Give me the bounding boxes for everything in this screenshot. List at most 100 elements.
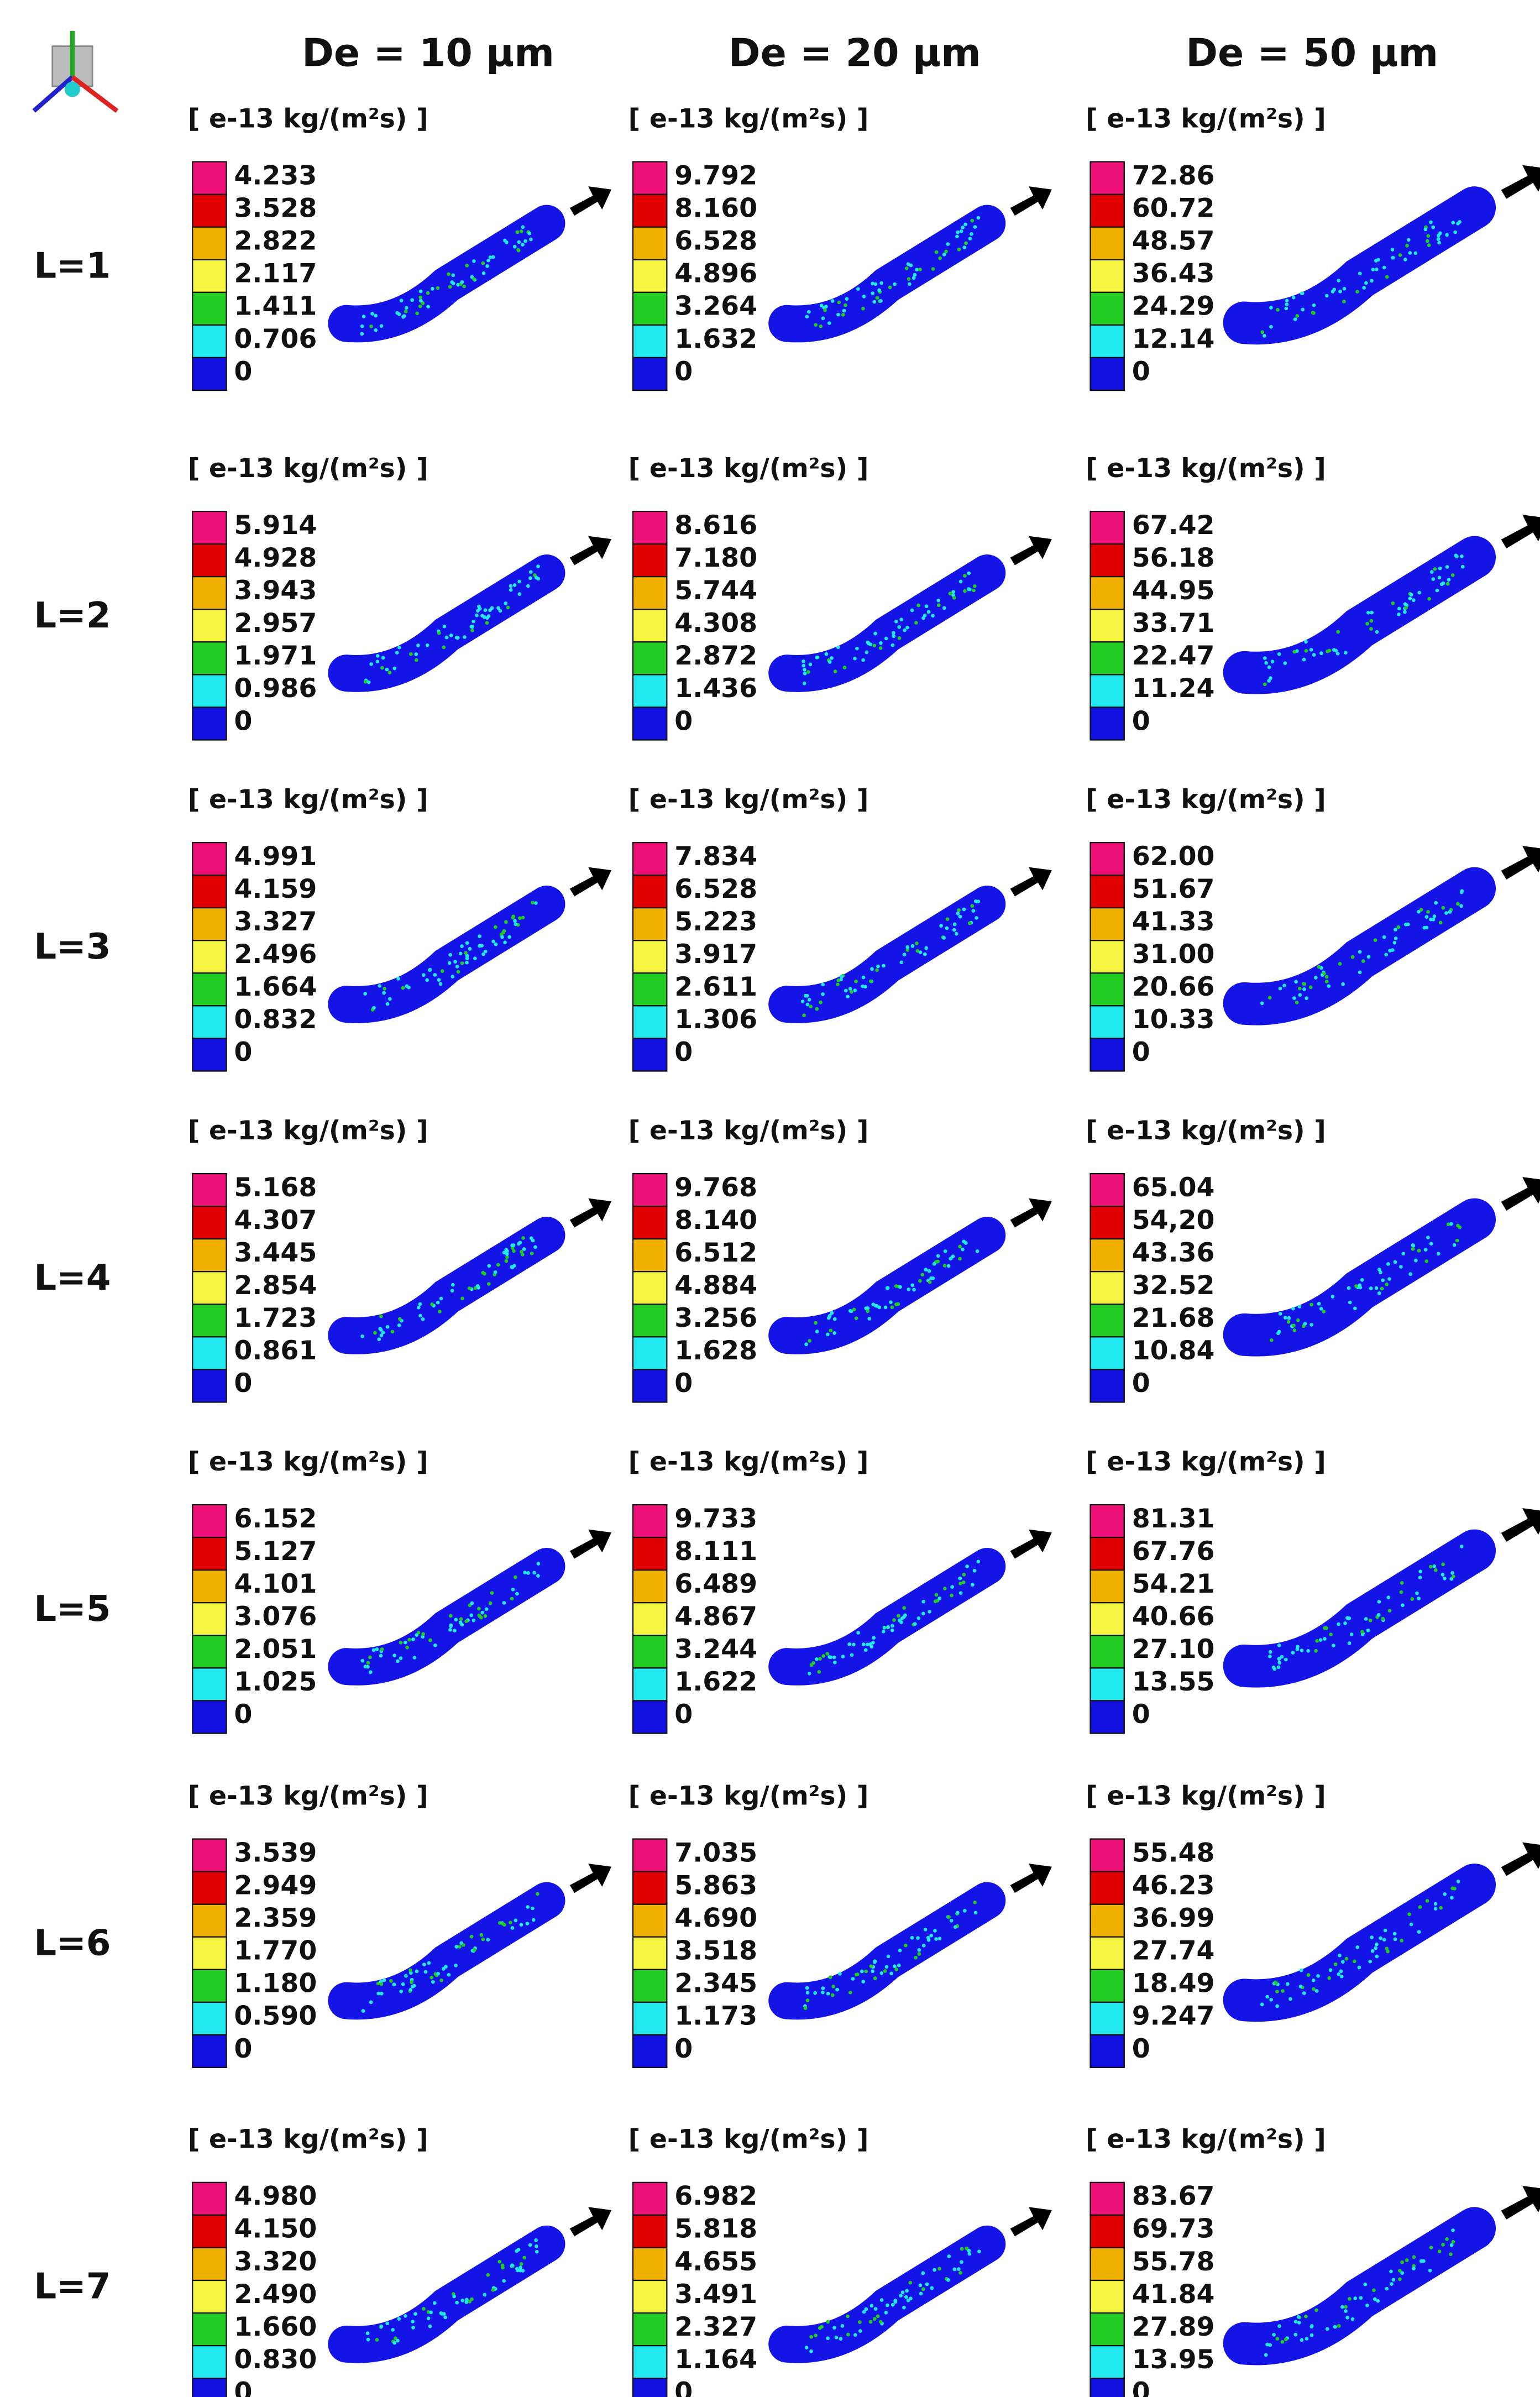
legend-level: 0 xyxy=(1132,1699,1150,1730)
flux-speck xyxy=(447,1972,451,1977)
flux-speck xyxy=(469,1613,474,1618)
flux-speck xyxy=(519,1923,523,1927)
flux-speck xyxy=(817,1669,821,1674)
flux-speck xyxy=(803,668,806,672)
flow-arrow xyxy=(569,867,612,897)
flux-speck xyxy=(433,973,437,977)
flux-speck xyxy=(1431,225,1436,229)
flux-speck xyxy=(854,1316,858,1321)
flux-speck xyxy=(1379,1270,1382,1274)
flux-speck xyxy=(1331,1295,1335,1299)
flux-speck xyxy=(531,1918,536,1922)
flux-speck xyxy=(490,606,494,610)
legend-swatch xyxy=(192,543,227,578)
legend-swatch xyxy=(1089,1667,1125,1702)
flux-speck xyxy=(918,1279,922,1283)
flux-speck xyxy=(847,1642,851,1646)
legend-level: 8.140 xyxy=(674,1205,757,1236)
flux-speck xyxy=(374,313,378,318)
flux-speck xyxy=(947,1915,951,1919)
flux-speck xyxy=(890,1305,894,1310)
legend-level: 0 xyxy=(1132,1368,1150,1399)
flux-speck xyxy=(521,2269,525,2273)
legend-level: 6.528 xyxy=(674,226,757,257)
flux-speck xyxy=(892,631,895,635)
flux-speck xyxy=(963,589,967,593)
flux-speck xyxy=(477,604,481,609)
flux-speck xyxy=(504,920,508,924)
flux-speck xyxy=(818,1657,822,1661)
flux-speck xyxy=(821,992,825,996)
flux-speck xyxy=(889,1971,893,1976)
flux-speck xyxy=(1269,306,1273,310)
flux-speck xyxy=(1376,258,1380,262)
flux-speck xyxy=(408,1968,412,1972)
flux-speck xyxy=(514,1918,518,1923)
flux-speck xyxy=(861,306,865,311)
flux-speck xyxy=(851,1642,856,1647)
flux-speck xyxy=(472,619,475,624)
flux-speck xyxy=(408,1971,413,1975)
legend-level: 31.00 xyxy=(1132,939,1215,970)
flux-speck xyxy=(1449,1222,1453,1226)
flux-speck xyxy=(487,1264,491,1268)
flux-speck xyxy=(1399,1590,1403,1594)
flux-speck xyxy=(958,2270,962,2275)
flux-speck xyxy=(1450,1886,1455,1891)
flux-speck xyxy=(947,2254,951,2258)
flux-speck xyxy=(1300,1648,1304,1652)
legend-swatch xyxy=(1089,1504,1125,1538)
flux-speck xyxy=(1269,1997,1273,2002)
flux-speck xyxy=(1389,2269,1393,2274)
flux-speck xyxy=(975,1249,979,1253)
legend-level: 1.660 xyxy=(234,2312,317,2342)
flux-speck xyxy=(1415,1591,1419,1595)
flux-speck xyxy=(1392,940,1397,945)
legend-swatch xyxy=(192,2034,227,2069)
flux-speck xyxy=(965,1564,969,1568)
flux-speck xyxy=(808,1339,811,1343)
flux-speck xyxy=(1445,565,1449,569)
legend-swatch xyxy=(1089,324,1125,359)
flux-speck xyxy=(1337,1622,1340,1626)
flux-speck xyxy=(838,1972,842,1976)
flux-speck xyxy=(959,229,963,233)
flux-speck xyxy=(1349,1632,1354,1636)
legend-level: 40.66 xyxy=(1132,1602,1215,1632)
flux-speck xyxy=(814,1321,818,1325)
flux-speck xyxy=(514,1575,517,1579)
legend-swatch xyxy=(1089,510,1125,545)
flux-speck xyxy=(1312,1987,1316,1991)
flux-speck xyxy=(884,1965,889,1969)
flux-speck xyxy=(1291,295,1296,300)
flux-speck xyxy=(1409,1922,1413,1927)
flux-speck xyxy=(516,248,521,252)
flux-speck xyxy=(1296,1318,1300,1322)
flux-speck xyxy=(1322,1310,1326,1313)
flux-speck xyxy=(921,616,925,620)
flux-speck xyxy=(1386,1262,1390,1266)
contour-panel: [ e-13 kg/(m²s) ] 55.4846.2336.9927.7418.… xyxy=(1086,1781,1540,2069)
legend-level: 3.244 xyxy=(674,1634,757,1665)
pipe xyxy=(328,886,565,1023)
flux-speck xyxy=(536,1574,540,1578)
unit-label: [ e-13 kg/(m²s) ] xyxy=(628,103,869,134)
legend-level: 27.10 xyxy=(1132,1634,1215,1665)
flux-speck xyxy=(1268,1650,1272,1654)
legend-swatch xyxy=(632,674,668,708)
legend-swatch xyxy=(192,226,227,260)
flux-speck xyxy=(956,230,960,234)
flux-speck xyxy=(933,1929,937,1933)
flux-speck xyxy=(536,577,541,581)
flux-speck xyxy=(931,267,935,271)
pipe xyxy=(1223,536,1496,694)
flux-speck xyxy=(1445,2237,1449,2241)
contour-panel: [ e-13 kg/(m²s) ] 65.0454,2043.3632.5221.… xyxy=(1086,1116,1540,1403)
legend-level: 1.025 xyxy=(234,1667,317,1697)
flux-speck xyxy=(1433,567,1437,571)
flux-speck xyxy=(871,1969,875,1974)
flux-speck xyxy=(375,660,380,664)
flux-speck xyxy=(421,301,425,305)
flux-speck xyxy=(861,975,866,980)
flux-speck xyxy=(421,1635,425,1639)
